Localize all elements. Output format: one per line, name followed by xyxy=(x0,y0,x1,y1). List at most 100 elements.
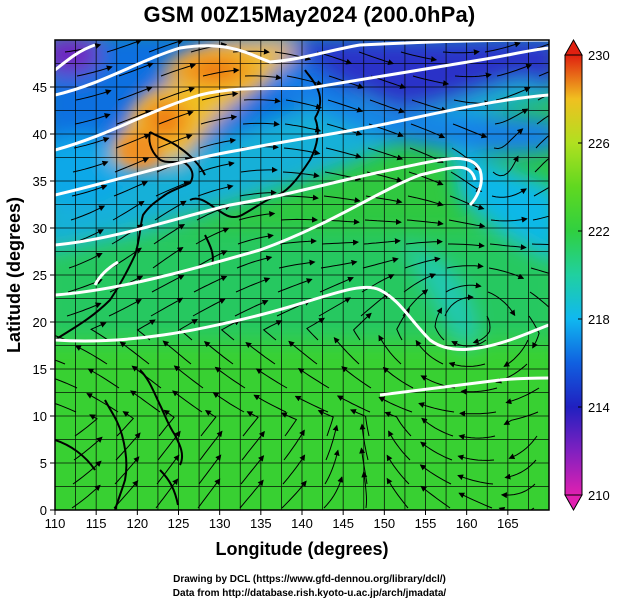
x-tick-label: 115 xyxy=(86,516,107,531)
streamline xyxy=(319,276,354,293)
streamline xyxy=(317,410,334,437)
streamline xyxy=(239,189,277,197)
streamline xyxy=(532,215,549,221)
streamline xyxy=(160,63,197,77)
x-tick-label: 145 xyxy=(332,516,354,531)
streamline xyxy=(503,339,529,367)
streamline xyxy=(154,200,187,221)
streamline xyxy=(378,334,402,365)
streamline xyxy=(75,89,112,101)
streamline xyxy=(76,65,113,77)
streamline xyxy=(195,227,230,245)
streamline xyxy=(505,387,540,405)
streamline xyxy=(262,320,283,341)
streamline xyxy=(472,315,491,344)
streamline xyxy=(236,255,273,269)
streamline xyxy=(74,113,111,125)
streamline xyxy=(361,274,395,293)
x-tick-label: 155 xyxy=(415,516,437,531)
streamline xyxy=(172,390,203,413)
streamline xyxy=(364,218,402,225)
streamline xyxy=(404,256,441,269)
streamline xyxy=(279,238,317,245)
x-ticks: 110 115 120 125 130 135 140 145 150 155 160 165 xyxy=(45,510,519,531)
streamline xyxy=(159,86,195,101)
x-tick-label: 130 xyxy=(209,516,231,531)
streamline xyxy=(457,474,494,485)
x-tick-label: 140 xyxy=(291,516,313,531)
streamline xyxy=(214,366,246,389)
streamline xyxy=(496,63,533,77)
streamline xyxy=(116,109,152,125)
streamline xyxy=(442,49,480,56)
streamline xyxy=(72,460,102,485)
streamline xyxy=(152,247,184,269)
streamline xyxy=(418,402,455,413)
streamline xyxy=(386,477,409,509)
streamline xyxy=(71,184,108,197)
streamline xyxy=(493,128,524,150)
streamline xyxy=(363,238,401,245)
streamline xyxy=(70,205,106,221)
streamline xyxy=(157,430,181,461)
streamline xyxy=(361,471,368,509)
streamline xyxy=(281,480,307,509)
streamline xyxy=(451,339,487,347)
grid-lines xyxy=(55,40,549,510)
streamline xyxy=(203,341,234,365)
y-tick-label: 0 xyxy=(40,503,47,518)
streamline xyxy=(325,424,339,461)
streamline xyxy=(528,315,540,349)
streamline xyxy=(199,430,223,461)
streamline xyxy=(244,74,282,81)
x-tick-label: 110 xyxy=(45,516,66,531)
streamline xyxy=(131,365,162,389)
streamline xyxy=(326,123,363,136)
streamline xyxy=(200,410,217,437)
streamline xyxy=(157,134,193,149)
streamline xyxy=(197,478,221,509)
streamline xyxy=(243,97,281,104)
streamline xyxy=(68,252,103,269)
streamline xyxy=(294,395,329,413)
streamline xyxy=(113,181,149,197)
x-tick-label: 135 xyxy=(250,516,272,531)
streamline xyxy=(490,216,528,223)
streamline xyxy=(533,186,549,197)
streamline xyxy=(349,409,370,437)
streamline xyxy=(492,155,519,177)
streamline xyxy=(286,75,323,87)
streamline xyxy=(457,454,495,461)
streamline xyxy=(242,120,280,127)
streamline xyxy=(73,436,103,461)
colorbar-tick-label: 226 xyxy=(588,136,610,151)
streamline xyxy=(116,411,135,437)
streamline xyxy=(158,110,194,125)
streamlines xyxy=(55,40,549,510)
streamline xyxy=(450,171,483,192)
streamline xyxy=(504,459,537,480)
x-tick-label: 160 xyxy=(456,516,478,531)
streamline xyxy=(55,403,77,413)
streamline xyxy=(148,40,184,53)
streamline xyxy=(358,51,395,65)
streamline xyxy=(212,392,245,413)
streamline xyxy=(410,123,446,139)
streamline xyxy=(529,291,549,308)
streamline xyxy=(448,361,486,368)
streamline xyxy=(508,435,538,460)
colorbar-tick-label: 222 xyxy=(588,224,610,239)
streamline xyxy=(74,345,108,365)
streamline xyxy=(491,188,527,198)
streamline xyxy=(531,243,549,246)
streamline xyxy=(238,211,276,221)
streamline xyxy=(255,368,288,389)
streamline xyxy=(240,455,265,485)
streamline xyxy=(242,411,259,437)
streamline xyxy=(333,337,360,365)
streamline xyxy=(359,423,369,461)
streamline xyxy=(197,184,234,197)
streamline xyxy=(323,195,361,203)
streamline xyxy=(106,40,142,53)
